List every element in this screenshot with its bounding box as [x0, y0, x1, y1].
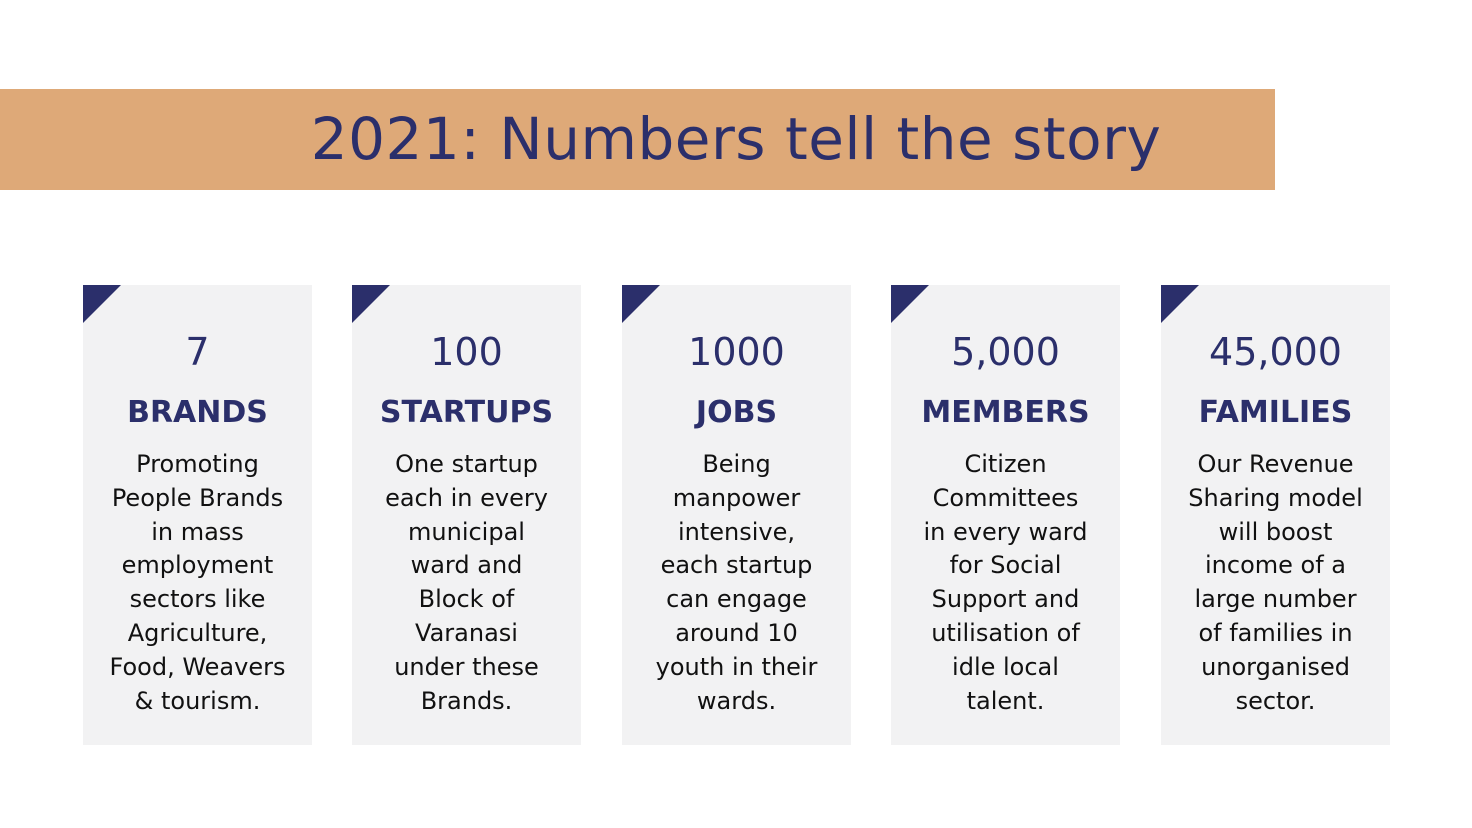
stat-label: BRANDS [127, 395, 268, 430]
stat-card-startups: 100 STARTUPS One startup each in every m… [352, 285, 581, 745]
stat-description: Our Revenue Sharing model will boost inc… [1188, 450, 1363, 715]
stat-number: 7 [185, 330, 210, 374]
stat-number: 45,000 [1209, 330, 1342, 374]
title-band [0, 89, 1275, 190]
corner-triangle-icon [891, 285, 929, 323]
stat-description: Citizen Committees in every ward for Soc… [923, 450, 1088, 715]
stat-label: FAMILIES [1198, 395, 1353, 430]
stat-label: MEMBERS [921, 395, 1090, 430]
stat-card-jobs: 1000 JOBS Being manpower intensive, each… [622, 285, 851, 745]
stat-description: One startup each in every municipal ward… [385, 450, 548, 715]
stat-description: Being manpower intensive, each startup c… [655, 450, 818, 715]
stat-card-brands: 7 BRANDS Promoting People Brands in mass… [83, 285, 312, 745]
stat-number: 1000 [688, 330, 785, 374]
stat-description: Promoting People Brands in mass employme… [109, 450, 286, 715]
corner-triangle-icon [83, 285, 121, 323]
corner-triangle-icon [1161, 285, 1199, 323]
corner-triangle-icon [622, 285, 660, 323]
corner-triangle-icon [352, 285, 390, 323]
stat-number: 5,000 [951, 330, 1060, 374]
stat-label: JOBS [695, 395, 778, 430]
page-title: 2021: Numbers tell the story [310, 105, 1162, 173]
stat-label: STARTUPS [379, 395, 554, 430]
stat-number: 100 [430, 330, 503, 374]
stat-card-members: 5,000 MEMBERS Citizen Committees in ever… [891, 285, 1120, 745]
stat-card-families: 45,000 FAMILIES Our Revenue Sharing mode… [1161, 285, 1390, 745]
